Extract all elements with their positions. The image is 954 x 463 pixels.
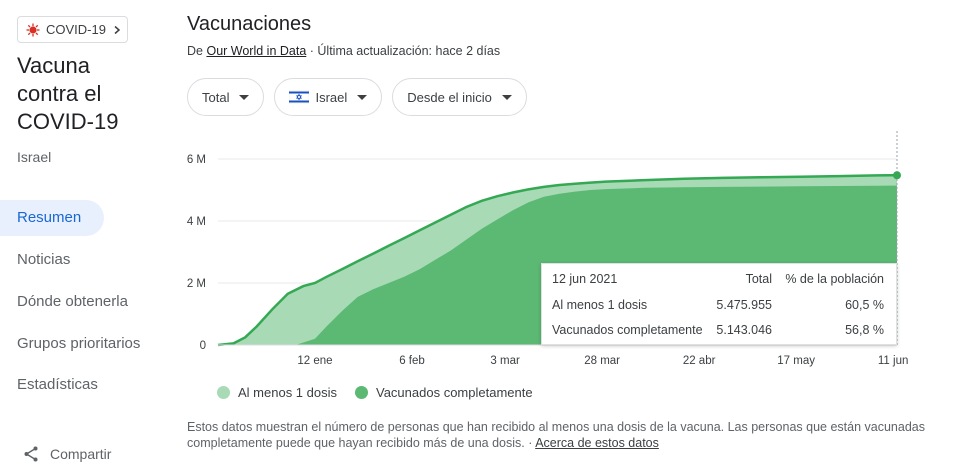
dropdown-arrow-icon xyxy=(239,94,250,100)
region-subtitle: Israel xyxy=(17,149,52,165)
tooltip-row-total: 5.475.955 xyxy=(716,298,772,312)
share-button[interactable]: Compartir xyxy=(22,445,111,463)
chevron-right-icon xyxy=(114,25,121,34)
share-icon xyxy=(24,446,38,462)
about-data-link[interactable]: Acerca de estos datos xyxy=(535,436,659,450)
filter-total-dropdown[interactable]: Total xyxy=(187,78,265,116)
x-tick-label: 22 abr xyxy=(683,355,716,367)
source-updated: · Última actualización: hace 2 días xyxy=(309,44,501,58)
dropdown-arrow-icon xyxy=(501,94,512,100)
legend-item[interactable]: Vacunados completamente xyxy=(355,385,533,400)
chart-legend: Al menos 1 dosis Vacunados completamente xyxy=(217,385,551,400)
nav-item-estadisticas[interactable]: Estadísticas xyxy=(17,376,98,393)
tooltip-row-label: Vacunados completamente xyxy=(552,323,703,337)
x-tick-label: 3 mar xyxy=(490,355,520,367)
covid-topic-chip[interactable]: COVID-19 xyxy=(17,16,128,43)
chip-label: COVID-19 xyxy=(46,22,106,37)
share-label: Compartir xyxy=(50,446,112,462)
page-title: Vacuna contra el COVID-19 xyxy=(17,52,157,136)
x-tick-label: 28 mar xyxy=(584,355,620,367)
legend-swatch-dark xyxy=(355,386,368,399)
footnote-separator: · xyxy=(528,436,533,450)
legend-label: Al menos 1 dosis xyxy=(238,385,337,400)
footnote-text: Estos datos muestran el número de person… xyxy=(187,420,925,450)
footnote: Estos datos muestran el número de person… xyxy=(187,419,927,451)
hover-point xyxy=(893,171,901,180)
source-prefix: De xyxy=(187,44,203,58)
x-tick-label: 12 ene xyxy=(297,355,332,367)
filter-range-dropdown[interactable]: Desde el inicio xyxy=(392,78,527,116)
x-tick-label: 17 may xyxy=(777,355,815,367)
x-tick-label: 6 feb xyxy=(399,355,425,367)
tooltip-row-pct: 60,5 % xyxy=(845,298,884,312)
filter-country-dropdown[interactable]: Israel xyxy=(274,78,383,116)
legend-label: Vacunados completamente xyxy=(376,385,533,400)
source-line: De Our World in Data · Última actualizac… xyxy=(187,44,500,58)
y-tick-label: 6 M xyxy=(187,154,206,166)
source-link[interactable]: Our World in Data xyxy=(206,44,307,58)
tooltip-row-total: 5.143.046 xyxy=(716,323,772,337)
legend-swatch-light xyxy=(217,386,230,399)
dropdown-arrow-icon xyxy=(357,94,368,100)
filter-label: Israel xyxy=(315,89,348,105)
page-title-line: COVID-19 xyxy=(17,109,119,134)
tooltip-col-pct: % de la población xyxy=(785,272,884,286)
y-tick-label: 2 M xyxy=(187,278,206,290)
page-title-line: contra el xyxy=(17,81,102,106)
legend-item[interactable]: Al menos 1 dosis xyxy=(217,385,337,400)
section-title: Vacunaciones xyxy=(187,13,312,35)
y-tick-label: 0 xyxy=(200,340,206,352)
filter-bar: Total Israel Desde el inicio xyxy=(187,78,527,116)
x-tick-label: 11 jun xyxy=(878,355,908,367)
page-title-line: Vacuna xyxy=(17,53,90,78)
filter-label: Total xyxy=(202,89,230,105)
tooltip-date: 12 jun 2021 xyxy=(552,272,618,286)
nav-item-grupos-prioritarios[interactable]: Grupos prioritarios xyxy=(17,335,141,352)
filter-label: Desde el inicio xyxy=(407,89,492,105)
nav-item-noticias[interactable]: Noticias xyxy=(17,251,71,268)
nav-item-donde-obtenerla[interactable]: Dónde obtenerla xyxy=(17,293,128,310)
nav-item-resumen[interactable]: Resumen xyxy=(0,200,104,236)
tooltip-row-pct: 56,8 % xyxy=(845,323,884,337)
y-tick-label: 4 M xyxy=(187,216,206,228)
series-line xyxy=(217,173,898,347)
israel-flag-icon xyxy=(289,90,310,104)
chart-tooltip: 12 jun 2021 Total % de la población Al m… xyxy=(541,263,897,345)
virus-icon xyxy=(26,23,40,36)
tooltip-row-label: Al menos 1 dosis xyxy=(552,298,648,312)
tooltip-col-total: Total xyxy=(745,272,772,286)
